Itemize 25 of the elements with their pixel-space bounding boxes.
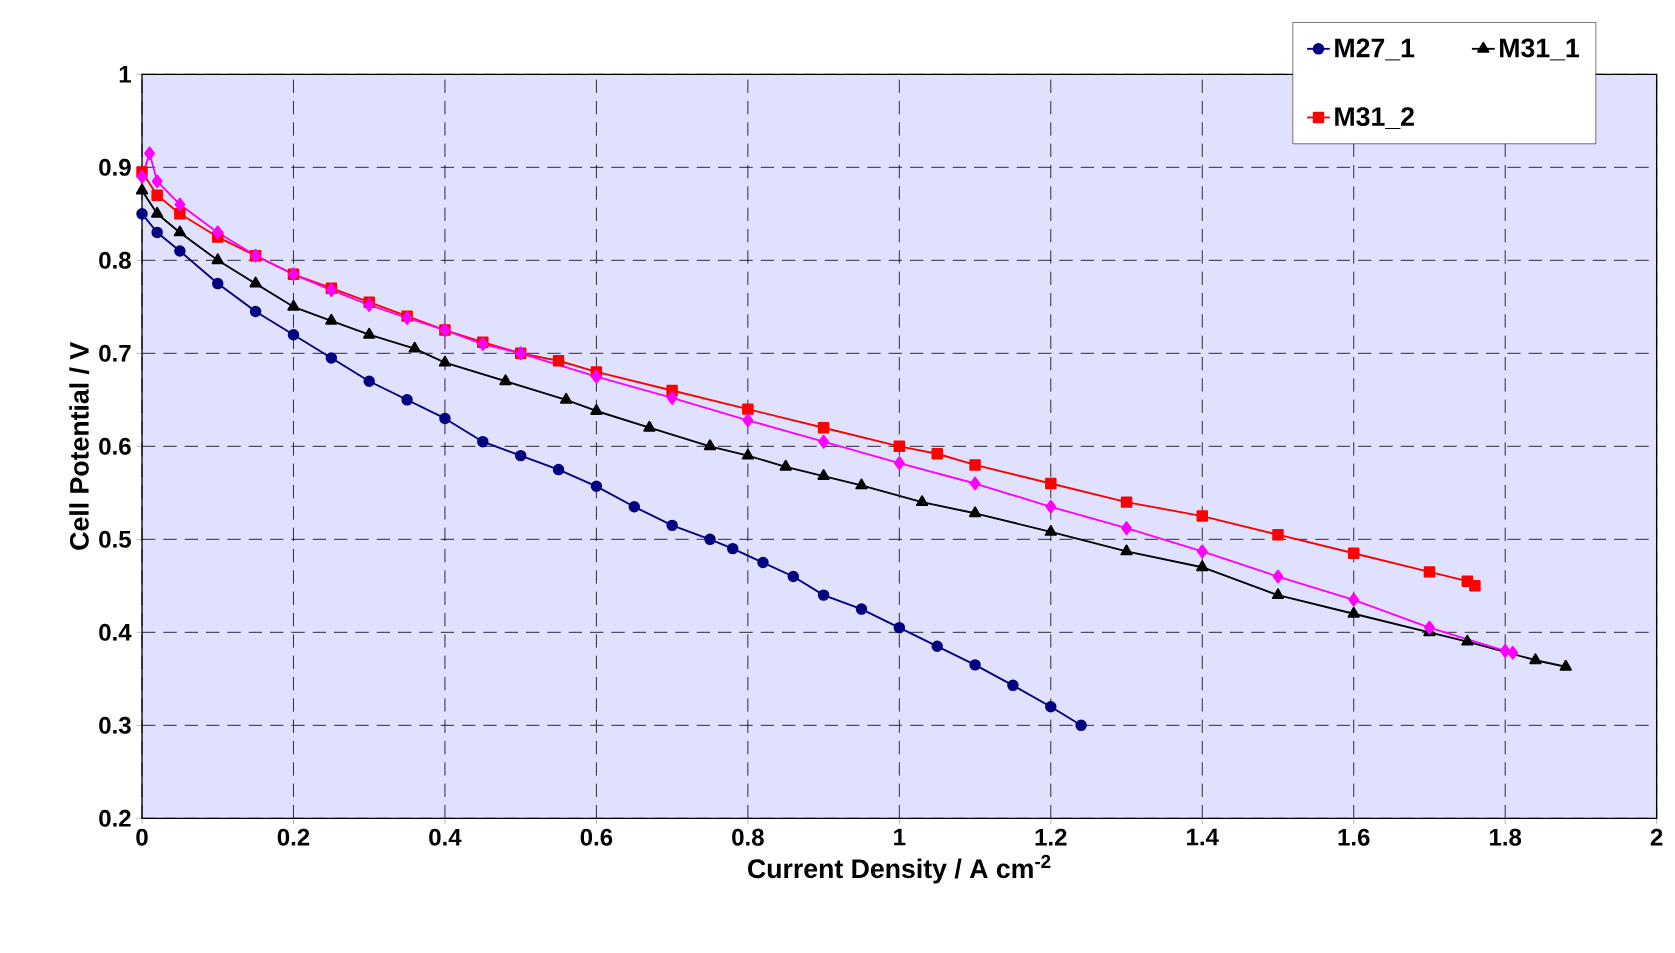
y-tick-label: 0.7 [99, 344, 131, 362]
y-tick-label: 0.5 [99, 530, 131, 548]
x-tick-label: 0 [136, 828, 148, 846]
y-tick-label: 0.2 [99, 809, 131, 827]
y-tick-label: 0.6 [99, 437, 131, 455]
x-tick-label: 1.8 [1490, 828, 1522, 846]
x-tick-label: 2 [1650, 828, 1663, 846]
y-tick-label: 0.3 [99, 716, 131, 734]
legend-label: M27_1 [1335, 38, 1415, 61]
x-tick-label: 0.6 [580, 828, 613, 846]
x-tick-label: 0.8 [732, 828, 764, 846]
x-tick-label: 1.2 [1035, 828, 1067, 846]
x-tick-label: 1 [894, 828, 906, 846]
x-tick-label: 1.4 [1187, 828, 1219, 846]
x-tick-label: 0.2 [277, 828, 310, 846]
x-axis-title: Current Density / A cm$^{-2}$ [748, 854, 1051, 884]
x-tick-label: 1.6 [1338, 828, 1370, 846]
y-tick-label: 0.9 [99, 158, 131, 176]
legend-label: M31_1 [1500, 38, 1580, 61]
y-tick-label: 0.4 [99, 623, 132, 641]
y-tick-label: 0.8 [99, 251, 131, 269]
legend-label: M31_2 [1335, 107, 1414, 130]
y-tick-label: 1 [119, 66, 131, 83]
y-axis-title: Cell Potential / V [69, 342, 90, 550]
x-tick-label: 0.4 [429, 828, 462, 846]
